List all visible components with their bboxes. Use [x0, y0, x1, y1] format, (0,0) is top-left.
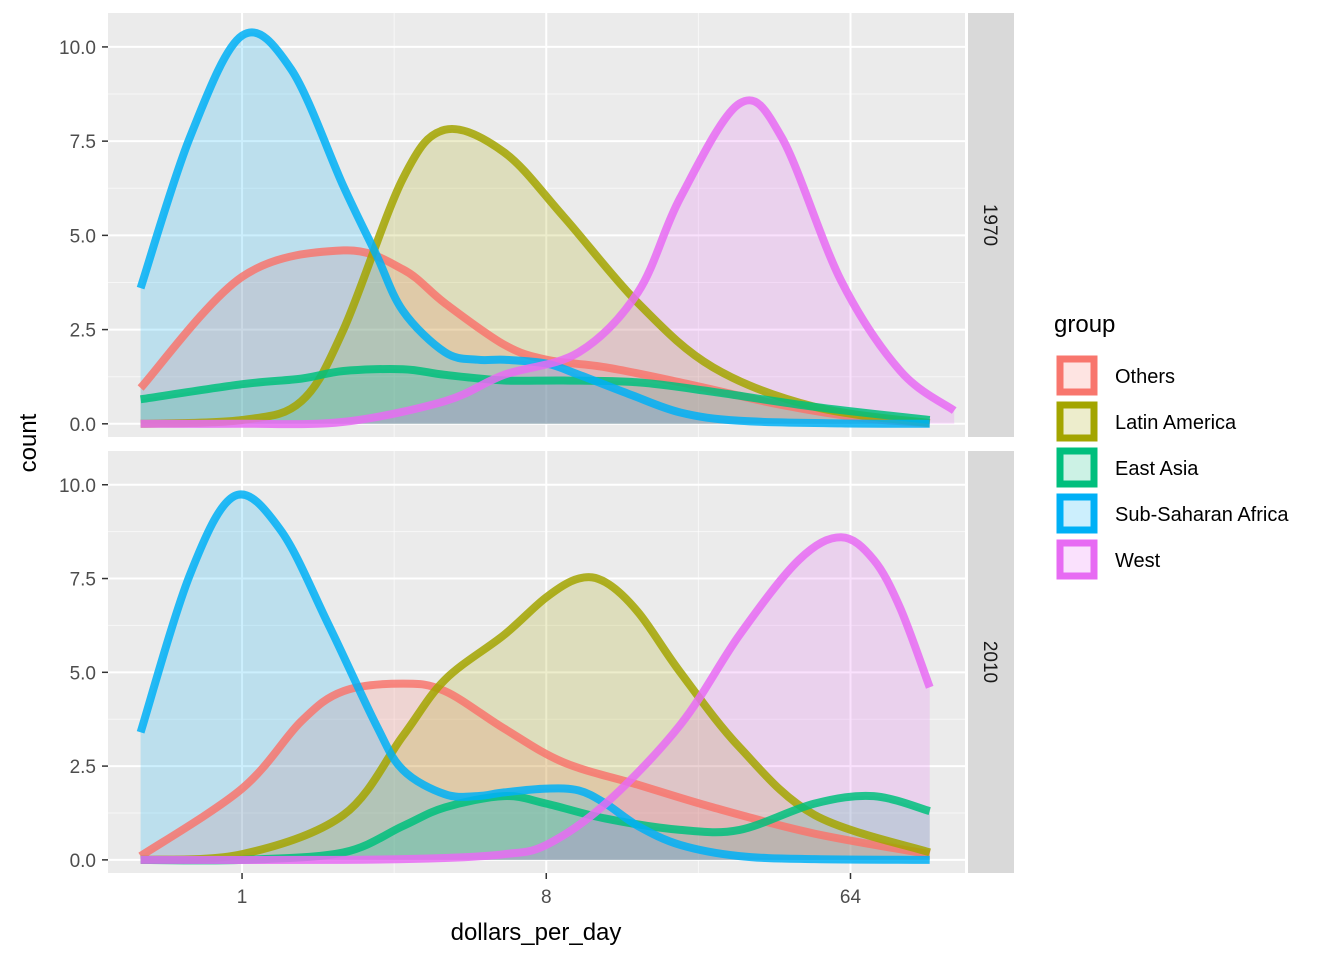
density-line-west: [140, 96, 957, 429]
y-tick-label: 5.0: [70, 226, 96, 247]
legend-label: East Asia: [1115, 458, 1199, 480]
facet-strip: [968, 451, 1014, 873]
facet-strip: [968, 13, 1014, 437]
density-area-east-asia: [140, 368, 930, 424]
density-area-sub-saharan-africa: [140, 494, 930, 860]
density-area-others: [140, 250, 930, 424]
density-line-sub-saharan-africa: [136, 490, 930, 864]
legend-item-east-asia: East Asia: [1056, 447, 1199, 488]
legend-item-latin-america: Latin America: [1056, 401, 1237, 442]
density-area-latin-america: [140, 577, 930, 860]
density-area-east-asia: [140, 795, 930, 861]
y-tick-label: 2.5: [70, 757, 96, 778]
x-tick-label: 64: [840, 887, 862, 908]
legend-key-swatch: [1056, 447, 1098, 488]
facet-panel-2010: 2010: [108, 451, 1014, 873]
y-tick-label: 0.0: [70, 851, 96, 872]
facet-strip-label: 2010: [979, 641, 1000, 683]
y-tick-label: 7.5: [70, 132, 96, 153]
series-group: [136, 28, 957, 429]
y-axis-title: count: [15, 413, 42, 472]
x-tick-label: 1: [237, 887, 248, 908]
legend-item-others: Others: [1056, 355, 1175, 396]
legend-item-sub-saharan-africa: Sub-Saharan Africa: [1056, 493, 1289, 534]
density-area-west: [140, 100, 955, 425]
facet-strip-label: 1970: [979, 204, 1000, 246]
legend-label: West: [1115, 550, 1161, 572]
facet-panels: 1970 2010: [108, 13, 1014, 873]
legend-key-swatch: [1056, 493, 1098, 534]
legend-key-swatch: [1056, 539, 1098, 580]
density-line-others: [138, 679, 931, 860]
facet-panel-1970: 1970: [108, 13, 1014, 437]
density-area-sub-saharan-africa: [140, 32, 930, 424]
legend-key-swatch: [1056, 355, 1098, 396]
legend-label: Latin America: [1115, 412, 1237, 434]
legend-title: group: [1054, 311, 1115, 338]
y-tick-label: 5.0: [70, 663, 96, 684]
axes: dollars_per_day count 0.0 2.5 5.0 7.5 10.0 0.…: [15, 38, 861, 946]
x-tick-label: 8: [541, 887, 552, 908]
y-tick-label: 10.0: [59, 476, 96, 497]
legend-key-swatch: [1056, 401, 1098, 442]
density-line-west: [140, 533, 934, 865]
y-tick-label: 2.5: [70, 321, 96, 342]
density-area-west: [140, 537, 930, 861]
x-axis-title: dollars_per_day: [451, 919, 622, 946]
y-tick-label: 7.5: [70, 570, 96, 591]
legend-label: Sub-Saharan Africa: [1115, 504, 1289, 526]
legend: group Others Latin America East Asia Sub-Sa…: [1054, 311, 1289, 580]
y-tick-label: 10.0: [59, 38, 96, 59]
y-tick-label: 0.0: [70, 415, 96, 436]
density-line-latin-america: [140, 573, 931, 864]
legend-label: Others: [1115, 366, 1175, 388]
density-line-sub-saharan-africa: [136, 28, 930, 428]
legend-item-west: West: [1056, 539, 1161, 580]
series-group: [136, 490, 934, 865]
density-line-latin-america: [140, 124, 931, 428]
